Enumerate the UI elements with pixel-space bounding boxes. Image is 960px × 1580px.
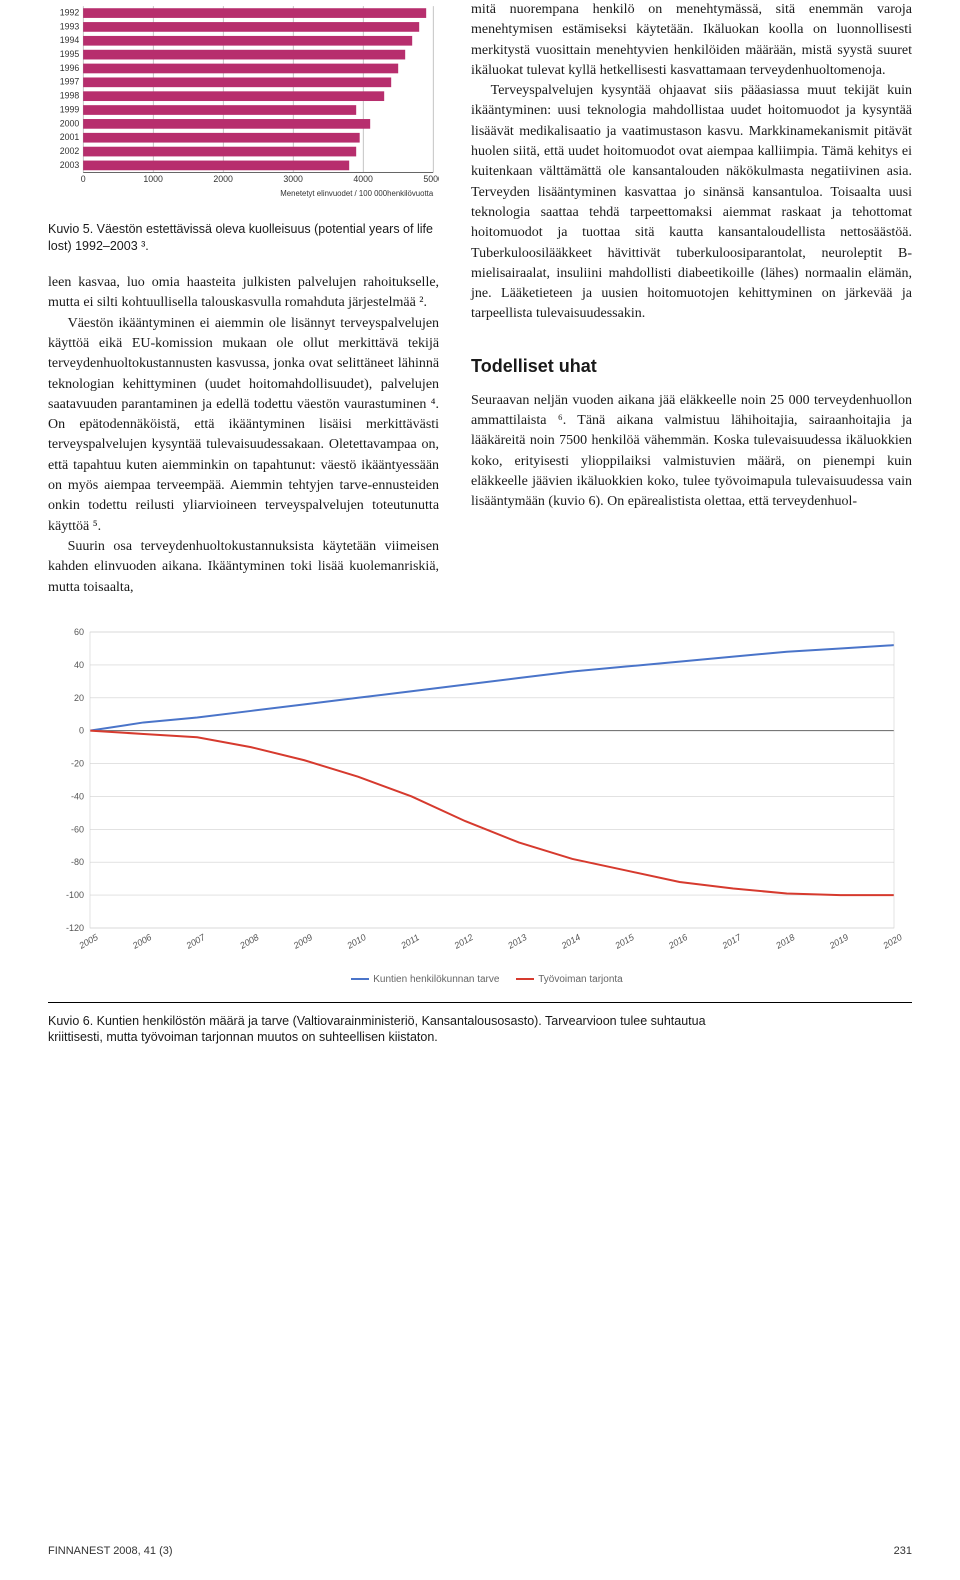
svg-text:2005: 2005 (76, 931, 100, 951)
svg-text:-120: -120 (66, 923, 84, 933)
svg-text:2015: 2015 (612, 931, 636, 951)
svg-text:1996: 1996 (60, 63, 80, 73)
figure-5-caption: Kuvio 5. Väestön estettävissä oleva kuol… (48, 221, 439, 255)
svg-text:1999: 1999 (60, 104, 80, 114)
chart-legend: Kuntien henkilökunnan tarve Työvoiman ta… (48, 973, 912, 988)
svg-text:0: 0 (79, 725, 84, 735)
svg-text:-20: -20 (71, 758, 84, 768)
svg-text:2020: 2020 (880, 932, 903, 951)
svg-text:40: 40 (74, 660, 84, 670)
svg-text:2018: 2018 (773, 932, 796, 951)
svg-text:2010: 2010 (344, 932, 367, 951)
svg-text:2019: 2019 (827, 932, 850, 951)
svg-text:20: 20 (74, 693, 84, 703)
journal-ref: FINNANEST 2008, 41 (3) (48, 1544, 173, 1560)
svg-text:-80: -80 (71, 857, 84, 867)
svg-text:2000: 2000 (60, 118, 80, 128)
svg-text:-40: -40 (71, 791, 84, 801)
svg-text:3000: 3000 (283, 174, 303, 184)
svg-text:2001: 2001 (60, 132, 80, 142)
svg-text:-100: -100 (66, 890, 84, 900)
figure-6-caption: Kuvio 6. Kuntien henkilöstön määrä ja ta… (48, 1013, 739, 1047)
svg-text:2011: 2011 (398, 932, 421, 951)
body-text: mitä nuorempana henkilö on menehtymässä,… (471, 0, 912, 81)
body-text: Terveyspalvelujen kysyntää ohjaavat siis… (471, 81, 912, 325)
svg-text:2016: 2016 (666, 932, 689, 951)
svg-text:1995: 1995 (60, 49, 80, 59)
svg-text:1994: 1994 (60, 35, 80, 45)
svg-text:Menetetyt elinvuodet / 100 000: Menetetyt elinvuodet / 100 000henkilövuo… (280, 189, 434, 198)
svg-text:60: 60 (74, 627, 84, 637)
svg-text:2007: 2007 (184, 931, 208, 951)
body-text: Seuraavan neljän vuoden aikana jää eläkk… (471, 391, 912, 513)
body-text: Väestön ikääntyminen ei aiemmin ole lisä… (48, 314, 439, 537)
svg-text:2013: 2013 (505, 932, 528, 951)
line-chart: 60 40 20 0 -20 -40 -60 -80 -100 -1202005 2006 2007 2… (48, 622, 912, 962)
svg-text:1997: 1997 (60, 77, 80, 87)
svg-text:5000: 5000 (423, 174, 439, 184)
bar-chart: 0 1000 2000 3000 4000 5000 1992 1993 1994 1995 199… (48, 0, 439, 200)
body-text: leen kasvaa, luo omia haasteita julkiste… (48, 273, 439, 314)
svg-text:1998: 1998 (60, 91, 80, 101)
svg-text:2012: 2012 (452, 932, 475, 951)
svg-text:2003: 2003 (60, 160, 80, 170)
page-footer: FINNANEST 2008, 41 (3) 231 (48, 1544, 912, 1560)
svg-text:2014: 2014 (559, 932, 582, 951)
svg-text:2008: 2008 (237, 932, 260, 951)
svg-text:2006: 2006 (130, 932, 153, 951)
svg-text:2017: 2017 (720, 931, 744, 951)
page-number: 231 (894, 1544, 912, 1560)
svg-text:2002: 2002 (60, 146, 80, 156)
svg-text:-60: -60 (71, 824, 84, 834)
body-text: Suurin osa terveydenhuoltokustannuksista… (48, 537, 439, 598)
svg-text:2009: 2009 (291, 932, 314, 951)
svg-text:1992: 1992 (60, 7, 80, 17)
svg-text:2000: 2000 (213, 174, 233, 184)
section-heading: Todelliset uhat (471, 353, 912, 379)
svg-text:1993: 1993 (60, 21, 80, 31)
svg-text:0: 0 (81, 174, 86, 184)
svg-text:4000: 4000 (353, 174, 373, 184)
svg-text:1000: 1000 (143, 174, 163, 184)
